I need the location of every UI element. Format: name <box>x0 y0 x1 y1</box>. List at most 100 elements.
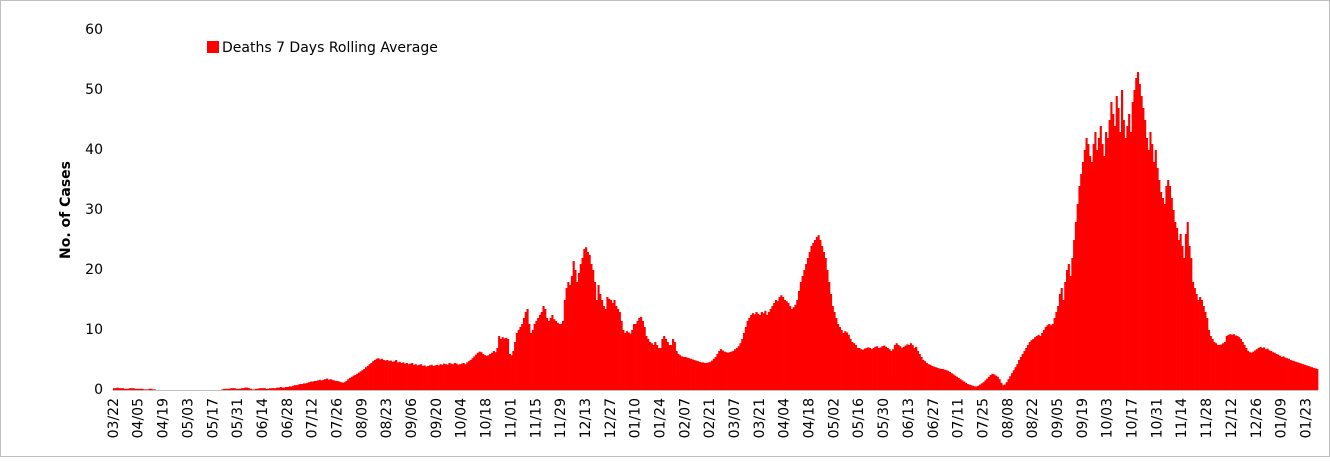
bar <box>812 243 815 390</box>
bar <box>1261 348 1264 390</box>
bar <box>847 334 850 390</box>
bar <box>1223 342 1227 390</box>
bar <box>1300 363 1303 390</box>
bar <box>987 376 991 390</box>
bar <box>1105 132 1108 390</box>
bar <box>906 344 909 390</box>
bar <box>695 360 698 390</box>
bar <box>341 382 345 390</box>
bar <box>1126 126 1129 390</box>
bar <box>473 356 476 390</box>
bar <box>737 346 740 390</box>
bar <box>702 362 705 390</box>
bar <box>792 307 795 390</box>
bar <box>270 388 274 390</box>
bar <box>462 363 465 390</box>
bar <box>954 375 957 390</box>
bar <box>1264 349 1267 390</box>
bar <box>750 315 753 390</box>
bar <box>955 376 959 390</box>
bar <box>324 379 327 390</box>
bar <box>597 285 600 390</box>
bar <box>1092 144 1095 390</box>
bar <box>251 389 254 390</box>
bar <box>1078 186 1081 390</box>
bar <box>1060 288 1063 390</box>
bar <box>258 388 261 390</box>
bar <box>643 327 646 390</box>
bar <box>592 270 595 390</box>
bar <box>979 384 982 390</box>
bar <box>893 345 896 390</box>
bar <box>867 347 870 390</box>
bar <box>1026 345 1030 390</box>
bar <box>1067 264 1070 390</box>
bar <box>1018 360 1021 390</box>
bar <box>927 364 930 390</box>
bar <box>1191 282 1195 390</box>
bar <box>127 388 130 390</box>
x-tick-label: 11/29 <box>553 398 569 438</box>
bar <box>739 343 742 390</box>
bar <box>487 355 490 390</box>
bar <box>1254 350 1257 390</box>
bar <box>139 388 142 390</box>
bar <box>267 388 270 390</box>
bar <box>1019 357 1022 390</box>
bar <box>1282 356 1285 390</box>
bar <box>1165 186 1168 390</box>
bar <box>1255 349 1259 390</box>
bar <box>1259 346 1262 390</box>
bar <box>306 382 309 390</box>
bar <box>620 321 623 390</box>
bar <box>963 381 966 390</box>
bar <box>682 357 685 390</box>
bar <box>338 381 341 390</box>
bar <box>1062 300 1065 390</box>
bar <box>455 363 458 390</box>
bar <box>1117 108 1120 390</box>
x-tick-label: 05/02 <box>826 398 842 438</box>
bar <box>272 388 275 390</box>
bar <box>1128 114 1131 390</box>
bar <box>223 388 226 390</box>
bar <box>1278 355 1282 390</box>
bar <box>1156 168 1159 390</box>
bar <box>1307 366 1310 390</box>
bar <box>718 351 721 390</box>
bar <box>890 351 893 390</box>
bar <box>350 376 353 390</box>
bar <box>647 339 650 390</box>
x-tick-label: 09/20 <box>429 398 445 438</box>
bar <box>136 388 139 390</box>
bar <box>1305 365 1308 390</box>
bar <box>899 346 902 390</box>
bar <box>840 330 843 390</box>
bar <box>1021 354 1024 390</box>
bar <box>648 342 652 390</box>
bar <box>372 361 375 390</box>
bar <box>123 388 126 390</box>
bar <box>672 339 675 390</box>
x-tick-label: 04/04 <box>777 398 793 438</box>
bar <box>400 363 403 390</box>
bar <box>583 249 586 390</box>
bar <box>453 363 456 390</box>
bar <box>755 312 758 390</box>
bar <box>799 282 802 390</box>
bar <box>260 388 263 390</box>
bar <box>409 363 412 390</box>
bar <box>308 382 311 390</box>
bar <box>1080 174 1083 390</box>
bar <box>1119 132 1122 390</box>
bar <box>764 310 767 390</box>
bar <box>1218 345 1221 390</box>
bar <box>828 282 831 390</box>
bar <box>892 349 895 390</box>
bar <box>714 357 717 390</box>
bar <box>758 315 762 390</box>
bar <box>430 364 433 390</box>
bar <box>514 342 517 390</box>
bar <box>948 372 951 390</box>
x-tick-label: 01/09 <box>1274 398 1290 438</box>
